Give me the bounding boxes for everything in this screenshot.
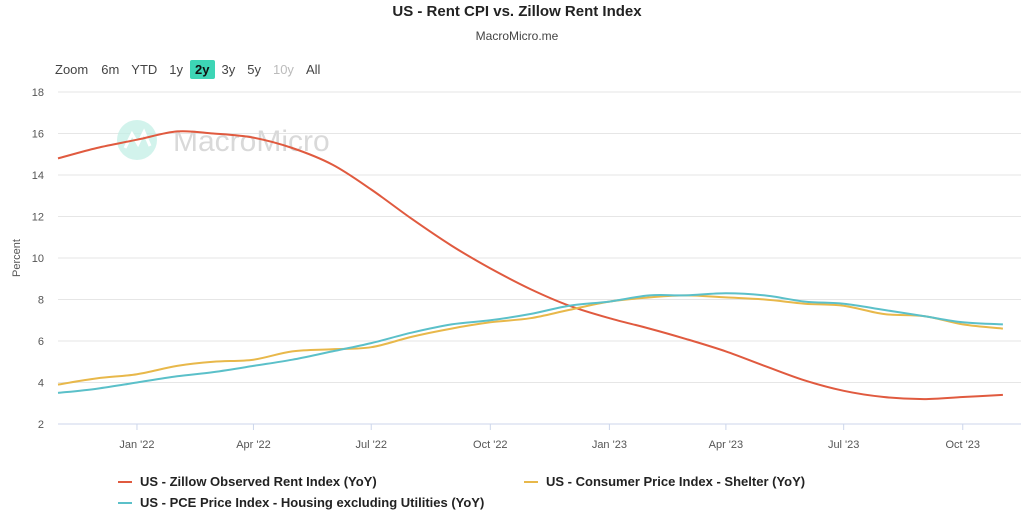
series-line-zillow[interactable] (57, 130, 1003, 401)
x-tick-label: Jul '22 (356, 439, 387, 451)
range-button-all[interactable]: All (305, 61, 321, 77)
y-tick-label: 4 (38, 378, 44, 390)
y-tick-label: 12 (32, 212, 44, 224)
y-tick-label: 16 (32, 129, 44, 141)
legend-label-zillow: US - Zillow Observed Rent Index (YoY) (140, 474, 377, 489)
series-line-pce-housing[interactable] (57, 292, 1003, 394)
chart-title: US - Rent CPI vs. Zillow Rent Index (392, 3, 642, 20)
legend-swatch-pce-housing (118, 501, 132, 504)
watermark: MacroMicro (117, 120, 330, 160)
x-tick-label: Jan '22 (119, 439, 154, 451)
y-axis-label: Percent (11, 239, 23, 277)
y-tick-label: 6 (38, 336, 44, 348)
legend-swatch-cpi-shelter (524, 480, 538, 483)
legend-swatch-zillow (118, 480, 132, 483)
y-tick-label: 8 (38, 295, 44, 307)
x-tick-label: Jul '23 (828, 439, 859, 451)
series-line-cpi-shelter[interactable] (57, 294, 1004, 386)
range-button-2y[interactable]: 2y (190, 59, 215, 79)
y-tick-label: 14 (32, 170, 44, 182)
chart-subtitle: MacroMicro.me (475, 29, 559, 43)
series-group (57, 130, 1004, 401)
y-axis: 2 4 6 8 10 12 14 16 18 (32, 87, 44, 431)
legend-item-zillow[interactable]: US - Zillow Observed Rent Index (YoY) (118, 474, 377, 489)
y-tick-label: 10 (32, 253, 44, 265)
x-tick-label: Oct '23 (945, 439, 980, 451)
range-button-6m[interactable]: 6m (101, 61, 120, 77)
y-tick-label: 18 (32, 87, 44, 99)
grid-lines (58, 91, 1021, 425)
y-tick-label: 2 (38, 419, 44, 431)
legend-label-pce-housing: US - PCE Price Index - Housing excluding… (140, 495, 485, 510)
legend-label-cpi-shelter: US - Consumer Price Index - Shelter (YoY… (546, 474, 806, 489)
range-button-1y[interactable]: 1y (169, 61, 184, 77)
x-tick-label: Jan '23 (592, 439, 627, 451)
range-button-10y: 10y (272, 61, 294, 77)
x-tick-label: Apr '23 (709, 439, 744, 451)
range-selector: Zoom 6m YTD 1y 2y 3y 5y 10y All (55, 58, 325, 80)
legend-item-cpi-shelter[interactable]: US - Consumer Price Index - Shelter (YoY… (524, 474, 805, 489)
zoom-label: Zoom (55, 61, 89, 77)
legend-item-pce-housing[interactable]: US - PCE Price Index - Housing excluding… (118, 495, 484, 510)
range-button-3y[interactable]: 3y (221, 61, 236, 77)
line-chart: MacroMicro 2 4 6 8 10 12 14 16 18 Jan '22 Apr '22… (11, 87, 1021, 451)
x-tick-label: Apr '22 (236, 439, 271, 451)
x-tick-label: Oct '22 (473, 439, 508, 451)
range-button-5y[interactable]: 5y (247, 61, 261, 77)
range-button-ytd[interactable]: YTD (131, 61, 158, 77)
x-axis: Jan '22 Apr '22 Jul '22 Oct '22 Jan '23 Apr '… (58, 423, 1021, 451)
